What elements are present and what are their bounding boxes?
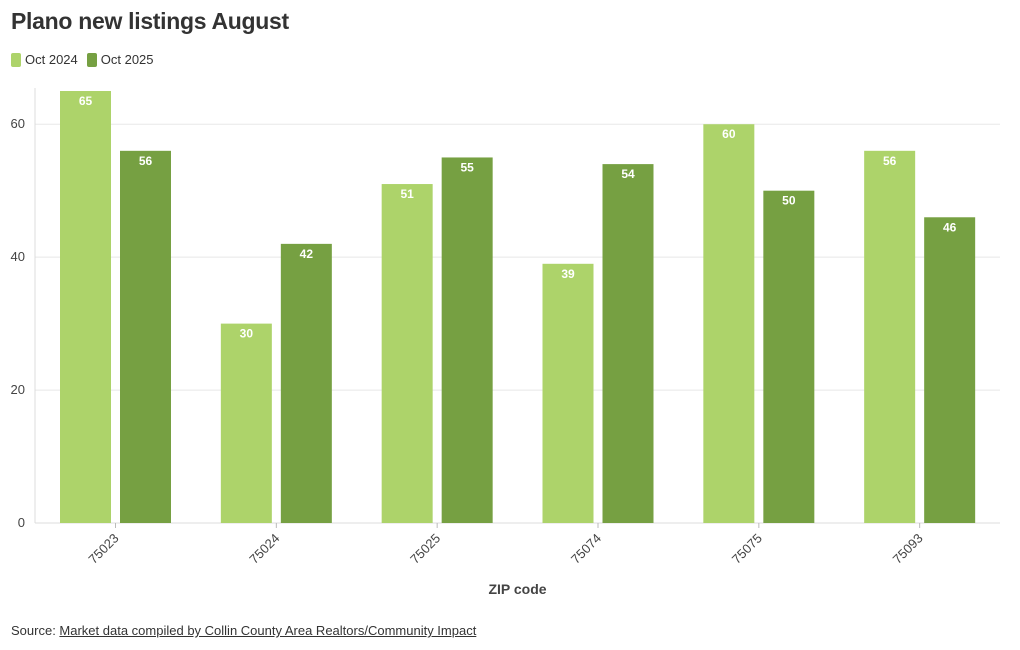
bar-value-label: 54 bbox=[621, 167, 635, 181]
legend-swatch-oct-2024 bbox=[11, 52, 21, 67]
bar-oct-2024-75074 bbox=[542, 263, 594, 523]
legend-label-oct-2024: Oct 2024 bbox=[25, 52, 78, 67]
source-footer: Source: Market data compiled by Collin C… bbox=[11, 623, 476, 638]
bar-oct-2024-75025 bbox=[381, 184, 433, 524]
x-tick-label: 75025 bbox=[407, 531, 443, 567]
bar-oct-2025-75093 bbox=[924, 217, 976, 523]
legend: Oct 2024 Oct 2025 bbox=[11, 52, 154, 67]
x-tick-label: 75075 bbox=[729, 531, 765, 567]
legend-label-oct-2025: Oct 2025 bbox=[100, 52, 154, 67]
x-tick-label: 75074 bbox=[568, 531, 604, 567]
y-tick-label: 60 bbox=[11, 116, 25, 131]
legend-item-oct-2024[interactable]: Oct 2024 bbox=[11, 52, 78, 67]
y-tick-label: 0 bbox=[18, 515, 25, 530]
bar-oct-2024-75024 bbox=[220, 323, 272, 523]
x-axis-title: ZIP code bbox=[488, 581, 546, 597]
y-tick-label: 20 bbox=[11, 382, 25, 397]
bar-oct-2024-75093 bbox=[864, 150, 916, 524]
bar-oct-2024-75023 bbox=[60, 91, 111, 523]
x-tick-label: 75024 bbox=[246, 531, 282, 567]
bar-value-label: 50 bbox=[782, 194, 796, 208]
bar-oct-2025-75023 bbox=[120, 150, 171, 524]
bar-value-label: 60 bbox=[722, 127, 736, 141]
bar-value-label: 30 bbox=[240, 327, 254, 341]
bar-value-label: 42 bbox=[300, 247, 314, 261]
bar-oct-2025-75074 bbox=[602, 164, 654, 523]
bar-oct-2025-75075 bbox=[763, 190, 815, 523]
bar-value-label: 55 bbox=[460, 160, 474, 174]
bar-oct-2025-75025 bbox=[441, 157, 493, 523]
bar-value-label: 56 bbox=[883, 154, 897, 168]
bar-oct-2025-75024 bbox=[280, 243, 332, 523]
bar-value-label: 65 bbox=[79, 94, 93, 108]
x-tick-label: 75093 bbox=[890, 531, 926, 567]
legend-item-oct-2025[interactable]: Oct 2025 bbox=[86, 52, 154, 67]
bar-value-label: 51 bbox=[400, 187, 414, 201]
source-link[interactable]: Market data compiled by Collin County Ar… bbox=[59, 623, 477, 638]
x-tick-label: 75023 bbox=[85, 531, 121, 567]
bar-value-label: 46 bbox=[943, 220, 957, 234]
bar-value-label: 39 bbox=[561, 267, 575, 281]
legend-swatch-oct-2025 bbox=[86, 52, 97, 67]
bar-oct-2024-75075 bbox=[703, 124, 755, 523]
y-tick-label: 40 bbox=[11, 249, 25, 264]
bar-value-label: 56 bbox=[139, 154, 153, 168]
source-prefix: Source: bbox=[11, 623, 60, 638]
chart-title: Plano new listings August bbox=[11, 8, 289, 34]
